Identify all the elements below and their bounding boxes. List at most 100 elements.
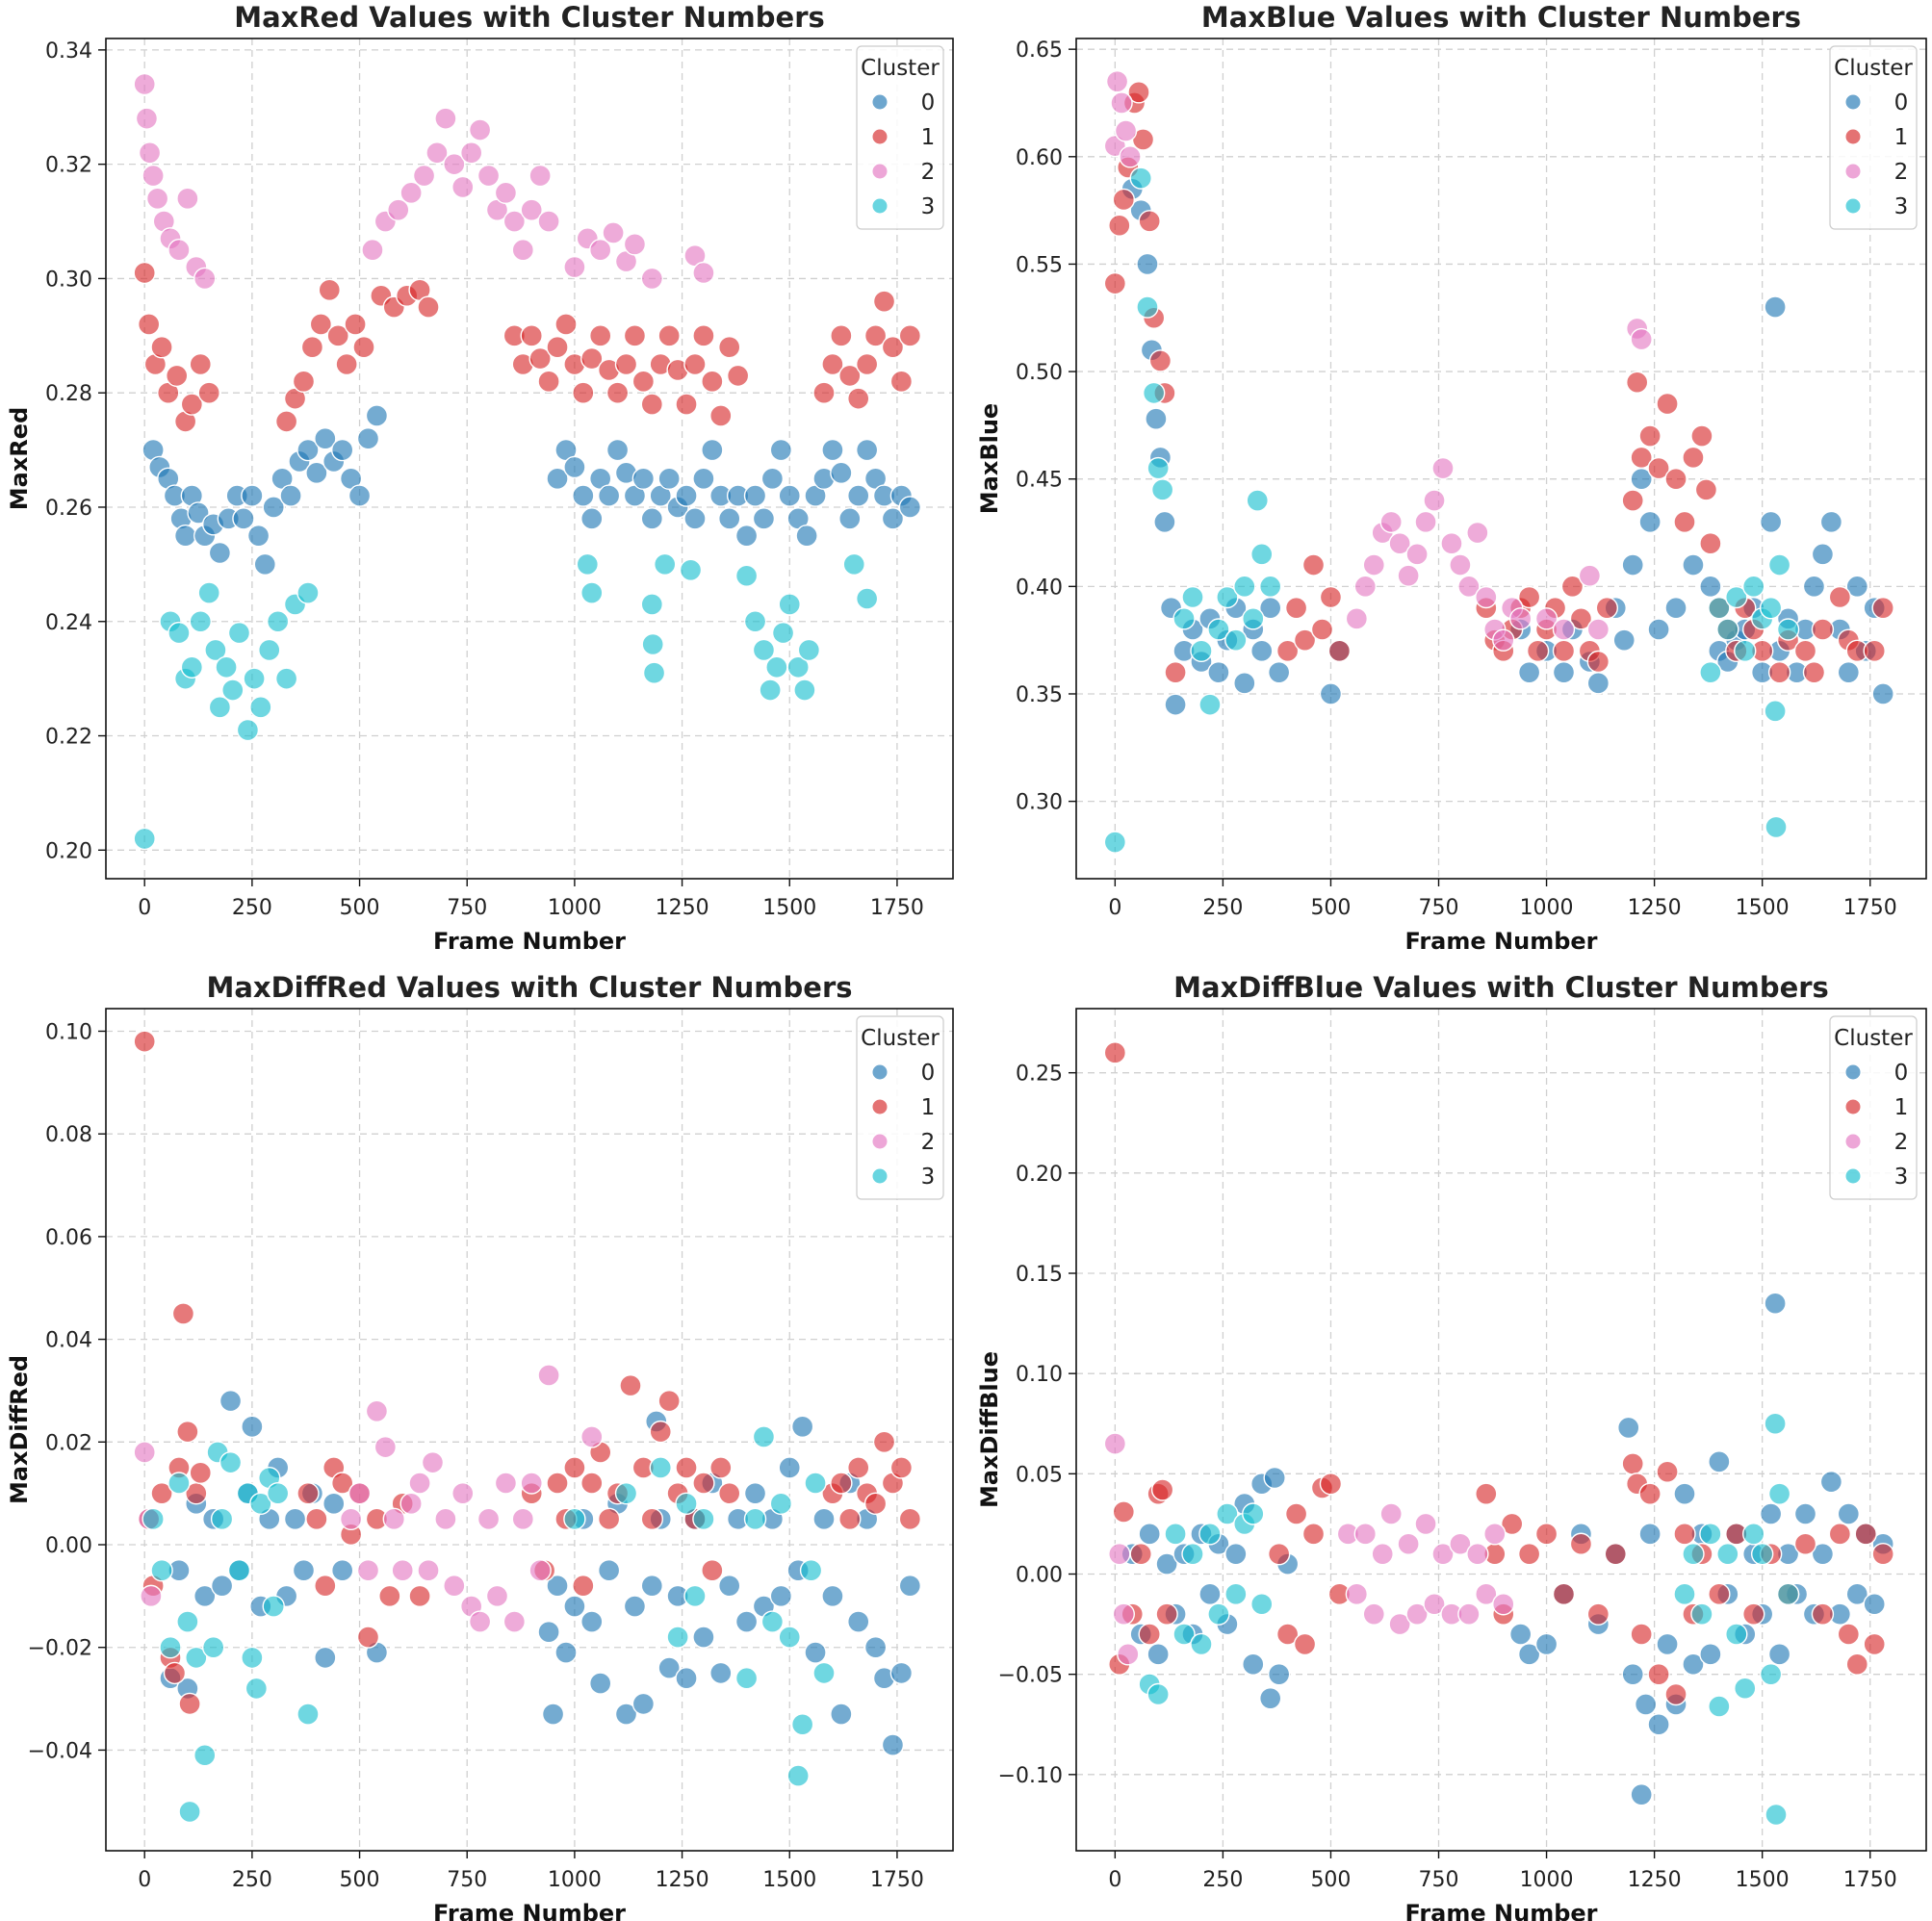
- legend-marker: [1844, 1098, 1862, 1115]
- data-point-cluster-1: [675, 1456, 698, 1479]
- data-point-cluster-2: [1108, 1542, 1131, 1566]
- data-point-cluster-3: [258, 638, 281, 662]
- x-tick-label: 1500: [1736, 1868, 1790, 1892]
- data-point-cluster-0: [1673, 1482, 1696, 1505]
- y-tick-label: 0.35: [1016, 683, 1063, 707]
- data-point-cluster-2: [1397, 1532, 1420, 1555]
- data-point-cluster-3: [804, 1472, 827, 1495]
- data-point-cluster-1: [1586, 1602, 1610, 1626]
- data-point-cluster-1: [657, 1389, 681, 1413]
- data-point-cluster-1: [1284, 1502, 1308, 1525]
- plot-frame: [105, 38, 954, 880]
- data-point-cluster-1: [1319, 585, 1343, 609]
- data-point-cluster-1: [1108, 214, 1131, 237]
- data-point-cluster-0: [1621, 553, 1644, 576]
- y-tick-label: −0.02: [28, 1637, 92, 1661]
- data-point-cluster-1: [1828, 585, 1852, 609]
- data-point-cluster-0: [356, 427, 380, 450]
- data-point-cluster-2: [1103, 1432, 1127, 1455]
- data-point-cluster-0: [631, 1692, 656, 1716]
- data-point-cluster-0: [1259, 1686, 1282, 1710]
- y-tick-label: −0.05: [998, 1664, 1063, 1688]
- y-tick-label: 0.00: [1016, 1564, 1063, 1588]
- data-point-cluster-3: [133, 827, 156, 851]
- data-point-cluster-1: [1673, 1523, 1696, 1546]
- data-point-cluster-3: [1690, 1602, 1713, 1626]
- data-point-cluster-3: [1250, 1593, 1274, 1616]
- legend-label: 1: [1894, 125, 1909, 150]
- data-point-cluster-2: [1492, 628, 1515, 652]
- data-point-cluster-0: [262, 496, 285, 519]
- legend-marker: [871, 163, 889, 180]
- data-point-cluster-3: [1190, 1632, 1213, 1656]
- data-point-cluster-2: [1345, 1582, 1369, 1606]
- data-point-cluster-3: [241, 1646, 264, 1670]
- data-point-cluster-3: [176, 1610, 199, 1633]
- data-point-cluster-3: [1129, 166, 1152, 190]
- data-point-cluster-1: [830, 1472, 853, 1495]
- data-point-cluster-0: [889, 1661, 914, 1685]
- data-point-cluster-0: [1845, 1582, 1868, 1606]
- data-point-cluster-3: [1198, 693, 1222, 716]
- data-point-cluster-1: [640, 393, 664, 416]
- y-axis-label: MaxRed: [6, 407, 33, 511]
- data-point-cluster-1: [718, 1481, 741, 1505]
- data-point-cluster-1: [133, 261, 156, 285]
- data-point-cluster-2: [502, 210, 527, 233]
- legend-marker: [871, 197, 889, 215]
- legend-label: 3: [1894, 194, 1909, 219]
- data-point-cluster-3: [215, 655, 238, 679]
- data-point-cluster-3: [743, 610, 767, 633]
- data-point-cluster-2: [1483, 1523, 1507, 1546]
- x-tick-label: 500: [340, 1868, 380, 1892]
- data-point-cluster-0: [718, 1574, 741, 1598]
- data-point-cluster-2: [520, 1472, 543, 1495]
- data-point-cluster-1: [631, 370, 656, 394]
- data-point-cluster-1: [546, 1472, 569, 1495]
- data-point-cluster-2: [1586, 618, 1610, 641]
- legend-label: 1: [921, 1095, 936, 1120]
- legend-marker: [1844, 197, 1862, 215]
- x-tick-label: 1250: [1628, 896, 1682, 920]
- data-point-cluster-0: [1267, 1662, 1291, 1686]
- legend-label: 2: [1894, 160, 1909, 185]
- data-point-cluster-2: [434, 1507, 457, 1531]
- data-point-cluster-3: [1142, 381, 1166, 405]
- data-point-cluster-2: [374, 1435, 398, 1459]
- data-point-cluster-1: [657, 324, 681, 347]
- legend-title: Cluster: [861, 56, 940, 81]
- data-point-cluster-1: [830, 324, 853, 347]
- x-axis-label: Frame Number: [1404, 928, 1597, 955]
- data-point-cluster-3: [842, 552, 865, 576]
- data-point-cluster-3: [641, 632, 664, 656]
- data-point-cluster-3: [812, 1661, 836, 1685]
- data-point-cluster-2: [1534, 607, 1558, 630]
- data-point-cluster-1: [1293, 1632, 1317, 1656]
- data-point-cluster-0: [1155, 1552, 1178, 1575]
- data-point-cluster-1: [150, 335, 173, 359]
- data-point-cluster-1: [417, 295, 440, 319]
- data-point-cluster-2: [494, 181, 518, 205]
- data-point-cluster-0: [193, 1584, 217, 1608]
- data-point-cluster-0: [187, 501, 210, 525]
- data-point-cluster-3: [243, 667, 266, 690]
- data-point-cluster-1: [318, 278, 341, 302]
- data-point-cluster-1: [572, 381, 595, 404]
- data-point-cluster-3: [1764, 700, 1787, 723]
- data-point-cluster-3: [675, 1492, 698, 1516]
- data-point-cluster-2: [387, 198, 410, 221]
- data-point-cluster-1: [197, 381, 220, 404]
- data-point-cluster-2: [459, 141, 483, 165]
- data-point-cluster-3: [1259, 575, 1282, 599]
- data-point-cluster-1: [563, 1456, 586, 1479]
- data-point-cluster-3: [1224, 628, 1248, 652]
- data-point-cluster-0: [219, 1389, 243, 1413]
- data-point-cluster-2: [443, 152, 466, 176]
- y-axis-label: MaxDiffBlue: [976, 1351, 1003, 1508]
- y-tick-label: 0.22: [45, 726, 92, 750]
- x-tick-label: 1000: [548, 896, 602, 920]
- data-point-cluster-0: [812, 1507, 836, 1531]
- data-point-cluster-2: [1431, 456, 1455, 480]
- data-point-cluster-2: [485, 1584, 509, 1608]
- data-point-cluster-3: [1242, 607, 1265, 630]
